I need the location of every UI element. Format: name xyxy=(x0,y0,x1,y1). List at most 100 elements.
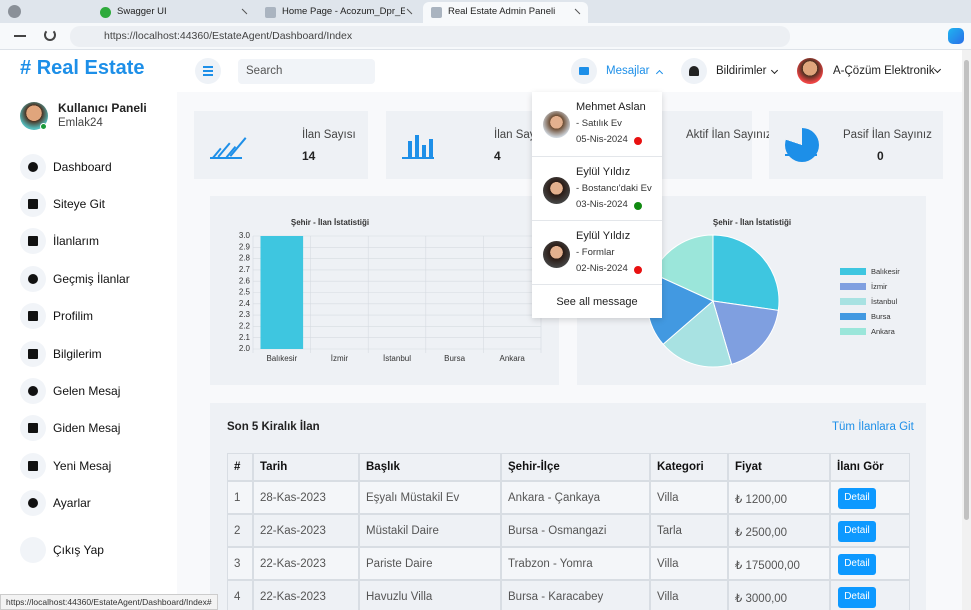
table-cell: 2 xyxy=(227,514,253,547)
user-name[interactable]: A-Çözüm Elektronik xyxy=(833,65,935,77)
table-cell: # xyxy=(227,453,253,481)
toggle-bar xyxy=(203,74,213,76)
tab-favicon xyxy=(265,7,276,18)
legend-label: Bursa xyxy=(871,312,891,321)
table-cell: İlanı Gör xyxy=(830,453,910,481)
message-avatar xyxy=(543,111,570,138)
message-date: 03-Nis-2024 xyxy=(576,199,628,210)
messages-label[interactable]: Mesajlar xyxy=(606,65,650,77)
y-tick-label: 2.8 xyxy=(239,254,251,263)
browser-tab[interactable]: Real Estate Admin Paneli xyxy=(423,2,588,23)
menu-item[interactable]: Gelen Mesaj xyxy=(53,384,121,398)
sidebar xyxy=(0,50,177,610)
table-cell: ₺ 175000,00 xyxy=(728,547,830,580)
table-cell: Villa xyxy=(650,481,728,514)
menu-toggle[interactable] xyxy=(195,58,221,84)
chart-title: Şehir - İlan İstatistiği xyxy=(713,218,791,227)
message-subject: - Satılık Ev xyxy=(576,118,622,129)
table-cell: 3 xyxy=(227,547,253,580)
menu-item[interactable]: Yeni Mesaj xyxy=(53,459,112,473)
back-button[interactable] xyxy=(14,35,26,37)
table-cell: 22-Kas-2023 xyxy=(253,547,359,580)
messages-glyph xyxy=(579,67,589,75)
url-text: https://localhost:44360/EstateAgent/Dash… xyxy=(104,30,353,42)
stat-baseline xyxy=(785,154,817,156)
table-cell: Tarih xyxy=(253,453,359,481)
stat-icon-bar xyxy=(422,145,426,159)
chart-title: Şehir - İlan İstatistiği xyxy=(291,218,369,227)
message-name: Mehmet Aslan xyxy=(576,101,646,113)
table-title: Son 5 Kiralık İlan xyxy=(227,421,320,433)
menu-item[interactable]: Dashboard xyxy=(53,160,112,174)
browser-tab[interactable]: Swagger UI xyxy=(92,2,255,23)
stat-card: İlan Sayısı 14 xyxy=(194,111,368,179)
browser-tab[interactable]: Home Page - Acozum_Dpr_Est xyxy=(257,2,420,23)
sidebar-subtitle: Emlak24 xyxy=(58,117,103,129)
y-tick-label: 2.5 xyxy=(239,288,251,297)
stat-icon-bar xyxy=(408,141,412,159)
see-all[interactable]: See all message xyxy=(532,284,662,318)
tab-favicon xyxy=(431,7,442,18)
y-tick-label: 2.3 xyxy=(239,310,251,319)
menu-item[interactable]: Giden Mesaj xyxy=(53,421,121,435)
table-cell: Villa xyxy=(650,547,728,580)
stat-card: İlan Sayısı 4 xyxy=(386,111,560,179)
table-link[interactable]: Tüm İlanlara Git xyxy=(832,421,914,433)
legend-swatch xyxy=(840,328,866,335)
table-cell: Bursa - Karacabey xyxy=(501,580,650,610)
pie-chart-svg: Şehir - İlan İstatistiği Balıkesir İzmir İs… xyxy=(646,218,900,368)
profile-icon xyxy=(8,5,21,18)
message-subject: - Bostancı'daki Ev xyxy=(576,183,652,194)
detail-button[interactable]: Detail xyxy=(838,521,876,542)
menu-item[interactable]: Geçmiş İlanlar xyxy=(53,272,130,286)
message-subject: - Formlar xyxy=(576,247,615,258)
menu-glyph xyxy=(28,236,38,246)
menu-glyph xyxy=(28,199,38,209)
menu-item[interactable]: Ayarlar xyxy=(53,496,91,510)
stat-value: 14 xyxy=(302,149,316,163)
status-dot xyxy=(634,137,642,145)
tab-close xyxy=(406,8,413,15)
menu-item[interactable]: Siteye Git xyxy=(53,197,106,211)
menu-item[interactable]: Çıkış Yap xyxy=(53,543,104,557)
table-cell: Tarla xyxy=(650,514,728,547)
detail-button[interactable]: Detail xyxy=(838,587,876,608)
search-box[interactable]: Search xyxy=(238,59,375,84)
y-tick-label: 2.4 xyxy=(239,299,251,308)
pie-chart: Şehir - İlan İstatistiği Balıkesir İzmir İs… xyxy=(577,196,926,390)
reload-button[interactable] xyxy=(44,29,56,41)
table-cell: 28-Kas-2023 xyxy=(253,481,359,514)
menu-icon[interactable] xyxy=(20,537,46,563)
bell-glyph xyxy=(689,66,699,76)
message-date: 02-Nis-2024 xyxy=(576,263,628,274)
detail-button[interactable]: Detail xyxy=(838,488,876,509)
stat-label: İlan Sayısı xyxy=(302,129,356,141)
message-item[interactable]: Eylül Yıldız - Bostancı'daki Ev 03-Nis-202… xyxy=(532,156,662,220)
status-url: https://localhost:44360/EstateAgent/Dash… xyxy=(0,594,218,610)
table-cell: 1 xyxy=(227,481,253,514)
table-cell: Villa xyxy=(650,580,728,610)
stat-value: 4 xyxy=(494,149,501,163)
user-avatar[interactable] xyxy=(797,58,823,84)
notifications-label[interactable]: Bildirimler xyxy=(716,65,767,77)
stat-icon xyxy=(210,131,247,159)
address-bar[interactable]: https://localhost:44360/EstateAgent/Dash… xyxy=(70,26,790,47)
table-cell: Şehir-İlçe xyxy=(501,453,650,481)
toggle-bar xyxy=(203,66,213,68)
message-date: 05-Nis-2024 xyxy=(576,134,628,145)
legend-label: İzmir xyxy=(871,282,888,291)
table-cell: ₺ 1200,00 xyxy=(728,481,830,514)
table-cell: Kategori xyxy=(650,453,728,481)
menu-item[interactable]: Profilim xyxy=(53,309,94,323)
menu-item[interactable]: Bilgilerim xyxy=(53,347,102,361)
legend-swatch xyxy=(840,298,866,305)
detail-button[interactable]: Detail xyxy=(838,554,876,575)
menu-item[interactable]: İlanlarım xyxy=(53,234,100,248)
message-item[interactable]: Mehmet Aslan - Satılık Ev 05-Nis-2024 xyxy=(532,92,662,156)
brand-icon: # xyxy=(20,57,37,79)
message-item[interactable]: Eylül Yıldız - Formlar 02-Nis-2024 xyxy=(532,220,662,284)
status-dot xyxy=(634,266,642,274)
table-cell: 22-Kas-2023 xyxy=(253,580,359,610)
tab-title: Real Estate Admin Paneli xyxy=(448,6,556,17)
